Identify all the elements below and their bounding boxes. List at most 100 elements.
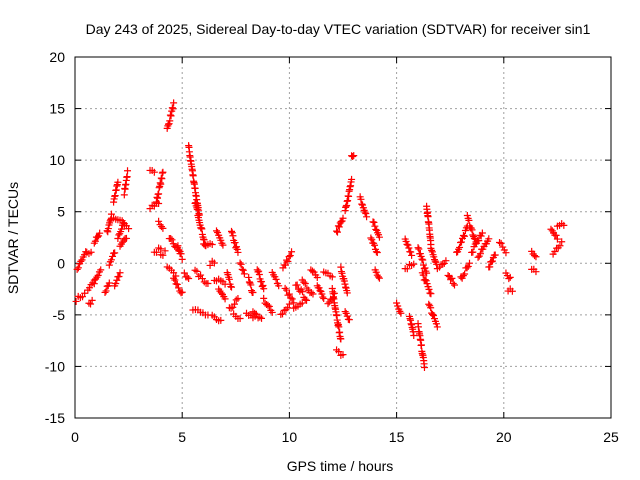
data-point bbox=[281, 261, 289, 269]
data-point bbox=[210, 259, 218, 267]
y-tick-label: 0 bbox=[57, 255, 65, 271]
data-point bbox=[429, 311, 437, 319]
data-point bbox=[324, 300, 332, 308]
data-point bbox=[307, 289, 315, 297]
data-point bbox=[283, 286, 291, 294]
data-point bbox=[157, 245, 165, 253]
data-point bbox=[367, 234, 375, 242]
data-point bbox=[161, 247, 169, 255]
data-point bbox=[419, 256, 427, 264]
data-point bbox=[551, 247, 559, 255]
data-point bbox=[420, 364, 428, 372]
data-point bbox=[425, 285, 433, 293]
data-point bbox=[442, 257, 450, 265]
data-point bbox=[155, 217, 163, 225]
data-point bbox=[204, 279, 212, 287]
data-point bbox=[343, 289, 351, 297]
data-point bbox=[298, 299, 306, 307]
data-point bbox=[171, 276, 179, 284]
data-point bbox=[112, 279, 120, 287]
data-point bbox=[357, 195, 365, 203]
data-point bbox=[444, 271, 452, 279]
data-point bbox=[168, 104, 176, 112]
data-point bbox=[285, 290, 293, 298]
data-point bbox=[319, 293, 327, 301]
data-point bbox=[333, 227, 341, 235]
x-axis-label: GPS time / hours bbox=[287, 458, 394, 474]
data-point bbox=[185, 275, 193, 283]
data-point bbox=[118, 217, 126, 225]
data-point bbox=[227, 283, 235, 291]
data-point bbox=[155, 190, 163, 198]
data-point bbox=[293, 281, 301, 289]
y-tick-label: -10 bbox=[45, 358, 65, 374]
data-point bbox=[363, 213, 371, 221]
data-point bbox=[405, 244, 413, 252]
data-point bbox=[259, 281, 267, 289]
data-point bbox=[174, 242, 182, 250]
data-point bbox=[102, 287, 110, 295]
data-point bbox=[373, 249, 381, 257]
data-point bbox=[431, 257, 439, 265]
data-point bbox=[430, 312, 438, 320]
data-point bbox=[337, 335, 345, 343]
data-point bbox=[81, 289, 89, 297]
data-point bbox=[350, 152, 358, 160]
y-tick-label: -5 bbox=[53, 307, 66, 323]
data-point bbox=[247, 281, 255, 289]
grid bbox=[75, 57, 611, 418]
data-point bbox=[111, 249, 119, 257]
data-point bbox=[236, 314, 244, 322]
data-point bbox=[348, 175, 356, 183]
data-point bbox=[421, 276, 429, 284]
data-point bbox=[78, 256, 86, 264]
data-point bbox=[284, 304, 292, 312]
data-point bbox=[114, 178, 122, 186]
data-point bbox=[120, 191, 128, 199]
data-point bbox=[303, 296, 311, 304]
data-point bbox=[375, 274, 383, 282]
data-point bbox=[114, 235, 122, 243]
data-point bbox=[469, 248, 477, 256]
data-point bbox=[268, 308, 276, 316]
data-point bbox=[173, 280, 181, 288]
x-tick-label: 25 bbox=[603, 429, 619, 445]
x-tick-label: 20 bbox=[496, 429, 512, 445]
data-point bbox=[477, 232, 485, 240]
data-point bbox=[375, 233, 383, 241]
data-point bbox=[249, 288, 257, 296]
data-point bbox=[475, 237, 483, 245]
data-point bbox=[87, 300, 95, 308]
data-point bbox=[468, 226, 476, 234]
data-point bbox=[152, 248, 160, 256]
data-point bbox=[233, 245, 241, 253]
x-tick-label: 0 bbox=[71, 429, 79, 445]
data-point bbox=[456, 243, 464, 251]
data-point bbox=[193, 206, 201, 214]
data-point bbox=[232, 296, 240, 304]
data-point bbox=[560, 221, 568, 229]
data-point bbox=[94, 271, 102, 279]
data-point bbox=[105, 279, 113, 287]
data-point bbox=[94, 233, 102, 241]
data-point bbox=[432, 320, 440, 328]
data-point bbox=[281, 284, 289, 292]
data-point bbox=[333, 228, 341, 236]
data-point bbox=[339, 214, 347, 222]
data-point bbox=[229, 303, 237, 311]
data-point bbox=[288, 248, 296, 256]
data-point bbox=[423, 280, 431, 288]
data-point bbox=[461, 270, 469, 278]
data-point bbox=[360, 206, 368, 214]
data-point bbox=[217, 236, 225, 244]
data-point bbox=[109, 252, 117, 260]
data-point bbox=[372, 268, 380, 276]
data-point bbox=[87, 248, 95, 256]
data-point bbox=[421, 264, 429, 272]
data-point bbox=[547, 225, 555, 233]
data-point bbox=[335, 323, 343, 331]
data-point bbox=[122, 234, 130, 242]
data-point bbox=[251, 309, 259, 317]
data-point bbox=[167, 112, 175, 120]
